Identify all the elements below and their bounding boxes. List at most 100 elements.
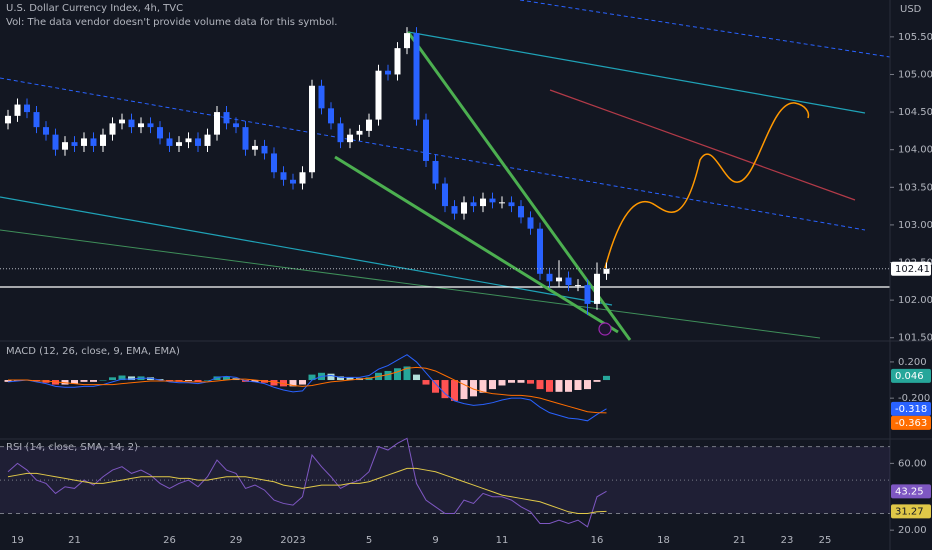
macd-histogram-bar <box>527 380 534 384</box>
candle-body <box>81 138 87 146</box>
candle-body <box>100 134 106 146</box>
candle-body <box>423 119 429 161</box>
y-tick-label: 104.000 <box>898 145 932 156</box>
candle-body <box>318 85 325 109</box>
macd-histogram-bar <box>517 380 525 383</box>
macd-histogram-bar <box>584 380 591 390</box>
chart-subtitle: Vol: The data vendor doesn't provide vol… <box>6 17 337 28</box>
candle-body <box>442 183 448 207</box>
macd-histogram-bar <box>489 380 496 390</box>
macd-histogram-bar <box>593 380 601 382</box>
macd-line <box>7 354 607 422</box>
wedge-line <box>334 155 619 334</box>
candle-body <box>603 268 610 274</box>
candle-body <box>280 172 287 180</box>
macd-histogram-bar <box>99 380 107 381</box>
trend-line <box>519 0 891 58</box>
x-tick-label: 29 <box>230 535 243 546</box>
macd-histogram-bar <box>441 380 449 399</box>
candle-body <box>556 277 562 282</box>
candle-body <box>138 123 144 128</box>
value-tag <box>891 484 931 499</box>
trend-line <box>549 89 856 201</box>
trend-line <box>0 229 821 339</box>
macd-histogram-bar <box>90 380 97 382</box>
candle-body <box>527 217 534 229</box>
macd-histogram-bar <box>4 380 12 382</box>
macd-histogram-bar <box>289 380 297 387</box>
macd-histogram-bar <box>308 374 316 381</box>
x-tick-label: 18 <box>657 535 670 546</box>
macd-histogram-bar <box>498 380 506 386</box>
candle-body <box>489 198 496 203</box>
currency-label: USD <box>900 4 922 15</box>
candle-body <box>204 134 211 146</box>
rsi-title: RSI (14, close, SMA, 14, 2) <box>6 442 138 453</box>
macd-histogram-bar <box>185 380 192 381</box>
x-tick-label: 23 <box>781 535 794 546</box>
candle-body <box>575 285 581 287</box>
y-tick-label: 102.000 <box>898 295 932 306</box>
candle-body <box>62 142 68 150</box>
x-tick-label: 19 <box>11 535 24 546</box>
candle-body <box>214 112 220 135</box>
candle-body <box>299 172 306 184</box>
macd-histogram-bar <box>603 375 610 381</box>
wedge-line <box>406 31 632 341</box>
drawings <box>0 0 891 341</box>
macd-histogram-bar <box>118 375 126 381</box>
candle-body <box>290 179 296 184</box>
value-tag-label: 0.046 <box>895 371 924 382</box>
value-tag-label: -0.318 <box>895 404 927 415</box>
candle-body <box>594 273 600 304</box>
candle-body <box>24 104 30 113</box>
candle-body <box>33 112 40 128</box>
value-tag <box>891 368 931 383</box>
value-tag-label: 102.417 <box>895 264 932 275</box>
macd-histogram-bar <box>204 380 211 381</box>
macd-histogram-bar <box>194 380 202 382</box>
macd-histogram-bar <box>394 368 401 381</box>
candle-body <box>14 104 21 116</box>
candle-body <box>71 142 78 146</box>
trend-line <box>0 77 866 231</box>
macd-histogram-bar <box>451 380 458 401</box>
chart-title: U.S. Dollar Currency Index, 4h, TVC <box>6 3 183 14</box>
candle-body <box>119 119 125 124</box>
candle-body <box>385 70 391 75</box>
candle-body <box>508 202 515 207</box>
macd-histogram-bar <box>109 377 116 381</box>
y-tick-label: -0.200 <box>898 393 930 404</box>
candle-body <box>176 142 182 146</box>
candle-body <box>166 138 173 146</box>
candle-body <box>233 123 239 128</box>
event-icon[interactable] <box>598 322 612 336</box>
candle-body <box>499 202 505 204</box>
macd-histogram-bar <box>574 380 582 390</box>
candle-body <box>518 206 524 218</box>
candle-body <box>242 127 249 150</box>
y-tick-label: 101.500 <box>898 333 932 344</box>
macd-histogram-bar <box>555 380 563 392</box>
y-tick-label: 103.500 <box>898 182 932 193</box>
y-tick-label: 20.00 <box>898 525 927 536</box>
value-tag-label: 31.27 <box>895 506 924 517</box>
macd-histogram-bar <box>403 366 411 381</box>
macd-histogram-bar <box>327 373 335 381</box>
macd-histogram-bar <box>565 380 572 392</box>
trend-line <box>407 31 866 114</box>
candle-body <box>470 202 477 207</box>
macd-histogram-bar <box>128 376 135 381</box>
macd-histogram-bar <box>223 376 230 381</box>
rsi-line <box>7 467 607 514</box>
value-tag <box>891 261 931 276</box>
projection-path <box>604 102 810 269</box>
candle-body <box>109 123 116 135</box>
candle-body <box>147 123 154 128</box>
macd-line <box>8 366 607 414</box>
macd-histogram-bar <box>270 380 278 386</box>
value-tag-label: -0.363 <box>895 418 927 429</box>
x-tick-label: 26 <box>163 535 176 546</box>
